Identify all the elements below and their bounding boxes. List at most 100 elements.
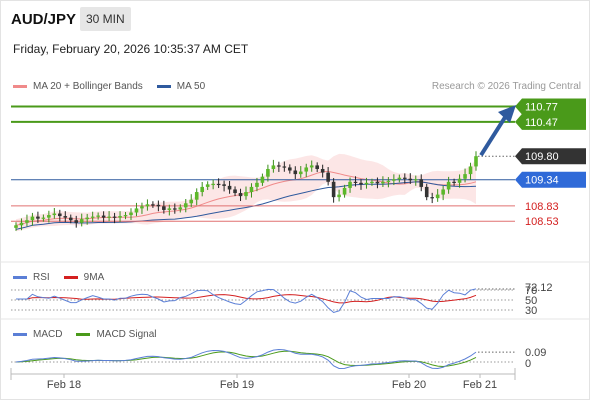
- candle-body: [156, 204, 161, 207]
- timeframe-badge[interactable]: 30 MIN: [80, 7, 131, 31]
- candle-body: [79, 219, 84, 223]
- candle-body: [162, 206, 166, 210]
- candle-body: [107, 216, 111, 218]
- x-tick-label: Feb 20: [392, 379, 426, 391]
- candle-body: [452, 181, 456, 183]
- candle-body: [288, 167, 292, 171]
- target-price-tag: [515, 98, 586, 115]
- datetime-label: Friday, February 20, 2026 10:35:37 AM CE…: [13, 42, 249, 56]
- candle-body: [205, 184, 210, 187]
- research-credit: Research © 2026 Trading Central: [431, 81, 581, 92]
- forecast-arrow-head: [498, 105, 516, 123]
- candle-body: [183, 203, 188, 208]
- candle-body: [30, 216, 35, 221]
- candle-body: [474, 156, 478, 167]
- candle-body: [266, 168, 270, 177]
- support-level-label: 108.53: [525, 216, 559, 228]
- candle-body: [424, 186, 429, 198]
- candle-body: [101, 215, 106, 218]
- candle-body: [36, 216, 40, 219]
- rsi-level-label: 70: [525, 285, 537, 297]
- candle-body: [227, 185, 232, 190]
- candle-body: [457, 178, 462, 183]
- candle-body: [468, 166, 473, 175]
- macd-swatch: [13, 333, 27, 336]
- candle-body: [25, 220, 29, 223]
- candle-body: [277, 165, 281, 167]
- candle-body: [14, 225, 18, 228]
- candle-body: [364, 182, 369, 185]
- candle-body: [293, 170, 298, 175]
- legend-macd-label: MACD: [33, 329, 63, 340]
- candle-body: [359, 182, 363, 185]
- rsi-line: [16, 288, 477, 314]
- candle-body: [123, 215, 128, 217]
- candle-body: [90, 216, 95, 218]
- candle-body: [298, 171, 303, 175]
- candle-body: [375, 181, 380, 184]
- ma50-line: [15, 181, 477, 230]
- candle-body: [255, 182, 259, 187]
- candle-body: [58, 213, 62, 217]
- candle-body: [140, 206, 144, 209]
- candle-body: [200, 186, 204, 193]
- candle-body: [249, 186, 254, 193]
- candle-body: [446, 181, 451, 190]
- candle-body: [435, 194, 440, 199]
- candle-body: [348, 181, 352, 188]
- candle-body: [194, 192, 199, 200]
- candle-body: [68, 217, 73, 221]
- candle-body: [304, 167, 309, 172]
- candle-body: [189, 199, 194, 204]
- candle-body: [41, 217, 46, 219]
- macd-line: [15, 348, 477, 370]
- legend-rsi-ma-label: 9MA: [83, 272, 105, 283]
- candle-body: [315, 165, 319, 169]
- candle-body: [74, 220, 79, 223]
- candle-body: [19, 222, 24, 226]
- candle-body: [134, 208, 139, 213]
- candle-body: [211, 183, 215, 186]
- rsi-level-label: 30: [525, 305, 537, 317]
- candle-body: [320, 168, 325, 173]
- legend-rsi-label: RSI: [33, 272, 50, 283]
- candle-body: [260, 176, 265, 183]
- legend-ma50-label: MA 50: [176, 81, 206, 92]
- legend-ma20-label: MA 20 + Bollinger Bands: [33, 81, 143, 92]
- legend-macd-signal-label: MACD Signal: [96, 329, 157, 340]
- candle-body: [381, 181, 385, 184]
- candle-body: [463, 174, 467, 179]
- target-price-label: 110.47: [525, 117, 558, 129]
- candle-body: [370, 181, 374, 183]
- rsi-ma-swatch: [63, 276, 78, 279]
- rsi-level-label: 50: [525, 295, 537, 307]
- x-tick-label: Feb 21: [463, 379, 497, 391]
- candle-body: [178, 207, 183, 210]
- macd-zero-label: 0: [525, 358, 531, 370]
- candle-body: [222, 184, 226, 186]
- candle-body: [63, 216, 68, 218]
- rsi-legend: RSI 9MA: [13, 272, 104, 283]
- candle-body: [112, 216, 117, 218]
- x-tick-label: Feb 18: [47, 379, 81, 391]
- candle-body: [238, 193, 243, 197]
- macd-legend: MACD MACD Signal: [13, 329, 156, 340]
- candle-body: [326, 172, 330, 182]
- target-price-label: 110.77: [525, 102, 558, 114]
- candle-body: [342, 187, 347, 195]
- candle-body: [145, 204, 150, 207]
- candle-body: [430, 197, 434, 199]
- candle-body: [271, 165, 276, 169]
- candle-body: [353, 181, 358, 183]
- candle-body: [392, 179, 396, 181]
- macd-signal-swatch: [76, 333, 91, 336]
- candle-body: [118, 216, 122, 218]
- candle-body: [419, 179, 424, 187]
- candle-body: [282, 166, 287, 168]
- main-legend: MA 20 + Bollinger Bands MA 50: [13, 81, 205, 92]
- candle-body: [331, 181, 336, 198]
- candle-body: [96, 215, 100, 217]
- target-price-tag: [515, 113, 586, 130]
- candle-body: [309, 165, 314, 168]
